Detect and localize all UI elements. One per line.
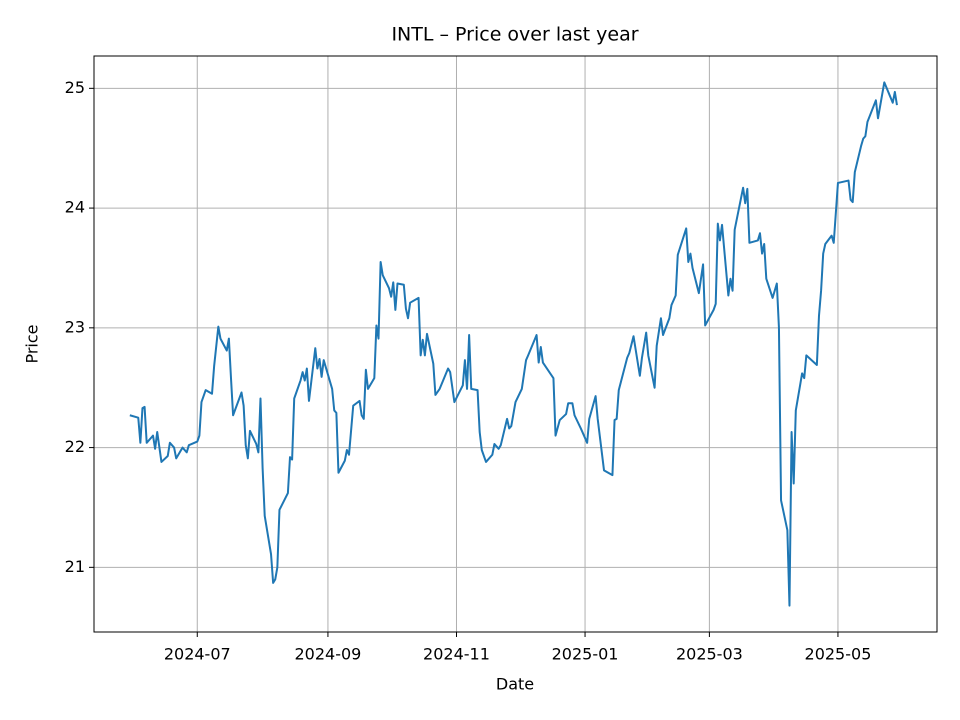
plot-frame xyxy=(93,55,938,633)
x-tick-label: 2025-03 xyxy=(676,645,743,664)
y-tick-label: 24 xyxy=(65,198,85,217)
x-tick-label: 2024-07 xyxy=(164,645,231,664)
y-axis-label: Price xyxy=(23,324,42,363)
x-tick-label: 2025-01 xyxy=(552,645,619,664)
price-line xyxy=(129,81,898,607)
x-tick-label: 2024-09 xyxy=(295,645,362,664)
x-tick-label: 2024-11 xyxy=(423,645,490,664)
y-tick-label: 23 xyxy=(65,317,85,336)
y-tick-label: 22 xyxy=(65,437,85,456)
chart-title: INTL – Price over last year xyxy=(391,24,638,46)
y-tick-label: 21 xyxy=(65,557,85,576)
x-tick-label: 2025-05 xyxy=(805,645,872,664)
x-axis-label: Date xyxy=(496,675,534,694)
y-tick-label: 25 xyxy=(65,78,85,97)
